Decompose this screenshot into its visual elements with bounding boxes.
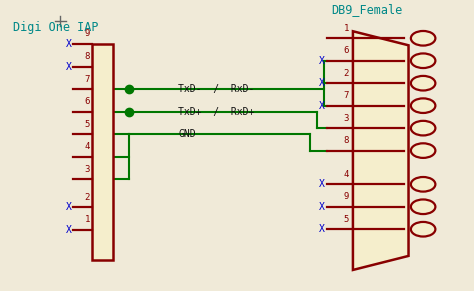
Text: TxD-  /  RxD-: TxD- / RxD- — [178, 84, 255, 94]
Text: X: X — [66, 202, 72, 212]
Polygon shape — [353, 31, 409, 270]
Circle shape — [411, 177, 436, 191]
Text: X: X — [319, 202, 325, 212]
Text: X: X — [319, 78, 325, 88]
Text: 4: 4 — [84, 142, 90, 151]
Text: 5: 5 — [84, 120, 90, 129]
Text: X: X — [66, 225, 72, 235]
Text: 1: 1 — [344, 24, 349, 33]
Text: X: X — [66, 39, 72, 49]
Circle shape — [411, 54, 436, 68]
Text: 9: 9 — [344, 192, 349, 201]
Text: X: X — [66, 62, 72, 72]
Text: 2: 2 — [344, 69, 349, 78]
Text: DB9_Female: DB9_Female — [331, 3, 402, 16]
Text: Digi One IAP: Digi One IAP — [13, 21, 99, 34]
Text: 6: 6 — [84, 97, 90, 106]
Circle shape — [411, 222, 436, 237]
Text: X: X — [319, 224, 325, 234]
Text: 8: 8 — [344, 136, 349, 145]
Circle shape — [411, 121, 436, 135]
Text: 7: 7 — [344, 91, 349, 100]
Text: TxD+  /  RxD+: TxD+ / RxD+ — [178, 107, 255, 117]
Text: X: X — [319, 56, 325, 66]
Circle shape — [411, 98, 436, 113]
Text: 9: 9 — [84, 29, 90, 38]
Text: 4: 4 — [344, 170, 349, 179]
Text: 7: 7 — [84, 75, 90, 84]
Circle shape — [411, 143, 436, 158]
Circle shape — [411, 76, 436, 91]
Text: 3: 3 — [344, 113, 349, 123]
Circle shape — [411, 199, 436, 214]
Text: X: X — [319, 101, 325, 111]
Text: 3: 3 — [84, 165, 90, 174]
Text: 8: 8 — [84, 52, 90, 61]
Circle shape — [411, 31, 436, 46]
Text: 2: 2 — [84, 193, 90, 202]
Text: X: X — [319, 179, 325, 189]
Text: 5: 5 — [344, 215, 349, 223]
Text: 1: 1 — [84, 215, 90, 224]
Text: 6: 6 — [344, 46, 349, 55]
Bar — [92, 44, 113, 260]
Text: GND: GND — [178, 129, 196, 139]
